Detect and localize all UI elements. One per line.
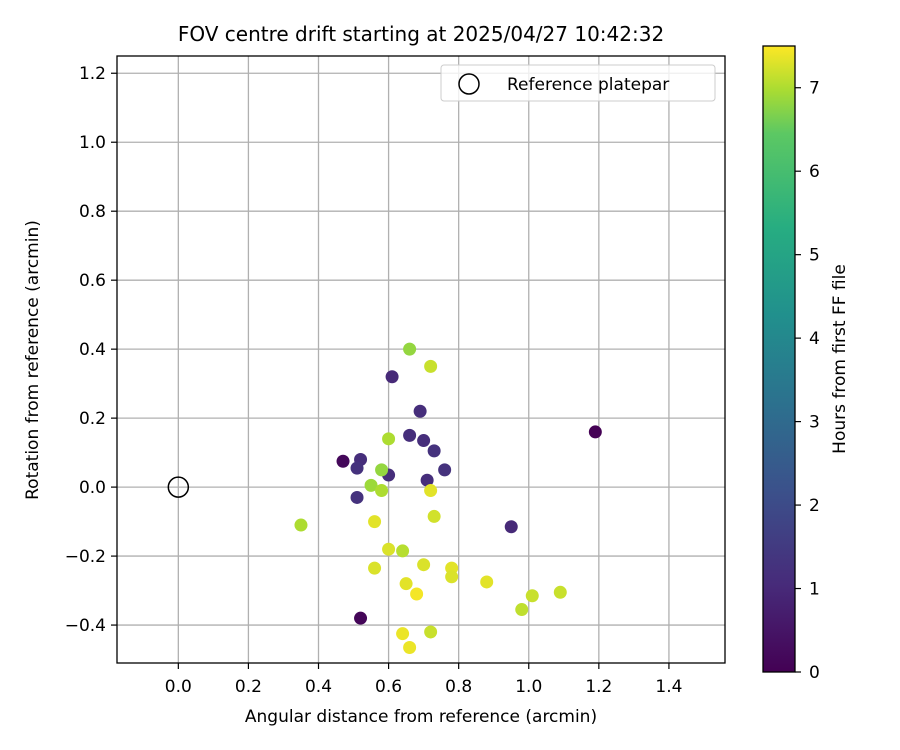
y-tick-label: 1.0 xyxy=(79,133,106,153)
y-tick-label: 1.2 xyxy=(79,64,106,84)
data-point xyxy=(385,370,399,384)
data-point xyxy=(515,603,529,617)
y-tick-label: 0.2 xyxy=(79,409,106,429)
colorbar: 0 1 2 3 4 5 6 7 Hours from first FF file xyxy=(762,45,850,683)
y-tick-label: −0.4 xyxy=(65,616,106,636)
legend: Reference platepar xyxy=(440,64,716,102)
reference-point-marker xyxy=(167,476,190,498)
data-point xyxy=(396,627,410,641)
x-tick-label: 0.8 xyxy=(445,677,472,697)
x-tick-label: 1.2 xyxy=(585,677,612,697)
data-point xyxy=(424,484,438,498)
data-point xyxy=(424,359,438,373)
legend-entry-label: Reference platepar xyxy=(507,75,669,95)
colorbar-tick-label: 5 xyxy=(809,246,820,266)
y-tick-label: 0.4 xyxy=(79,340,106,360)
data-point xyxy=(480,575,494,589)
colorbar-tick-label: 1 xyxy=(809,580,820,600)
data-point xyxy=(445,570,459,584)
data-points xyxy=(294,342,602,654)
data-point xyxy=(420,473,434,487)
data-point xyxy=(399,577,413,591)
data-point xyxy=(413,404,427,418)
data-point xyxy=(410,587,424,601)
data-point xyxy=(553,585,567,599)
data-point xyxy=(504,520,518,534)
x-axis-ticks: 0.0 0.2 0.4 0.6 0.8 1.0 1.2 1.4 xyxy=(165,663,682,697)
data-point xyxy=(368,561,382,575)
grid xyxy=(117,56,725,663)
data-point xyxy=(375,484,389,498)
data-point xyxy=(336,454,350,468)
x-tick-label: 0.6 xyxy=(375,677,402,697)
axes-frame xyxy=(116,55,726,664)
y-tick-label: 0.6 xyxy=(79,271,106,291)
data-point xyxy=(427,509,441,523)
colorbar-label: Hours from first FF file xyxy=(830,264,850,454)
data-point xyxy=(427,444,441,458)
legend-marker xyxy=(458,73,480,95)
data-point xyxy=(424,625,438,639)
data-point xyxy=(294,518,308,532)
data-point xyxy=(375,463,389,477)
data-point xyxy=(525,589,539,603)
legend-box xyxy=(440,64,716,102)
x-tick-label: 0.0 xyxy=(165,677,192,697)
data-point xyxy=(417,434,431,448)
data-point xyxy=(588,425,602,439)
data-point xyxy=(368,515,382,529)
colorbar-tick-label: 3 xyxy=(809,413,820,433)
y-axis-label: Rotation from reference (arcmin) xyxy=(23,220,43,500)
colorbar-tick-label: 2 xyxy=(809,496,820,516)
data-point xyxy=(417,558,431,572)
y-tick-label: −0.2 xyxy=(65,547,106,567)
y-axis-ticks: −0.4 −0.2 0.0 0.2 0.4 0.6 0.8 1.0 1.2 xyxy=(65,64,117,636)
data-point xyxy=(403,428,417,442)
data-point xyxy=(350,490,364,504)
data-point xyxy=(438,463,452,477)
colorbar-tick-label: 6 xyxy=(809,162,820,182)
x-tick-label: 1.0 xyxy=(515,677,542,697)
x-tick-label: 0.2 xyxy=(235,677,262,697)
data-point xyxy=(354,611,368,625)
colorbar-tick-label: 7 xyxy=(809,79,820,99)
y-tick-label: 0.8 xyxy=(79,202,106,222)
data-point xyxy=(382,542,396,556)
data-point xyxy=(350,461,364,475)
colorbar-ticks: 0 1 2 3 4 5 6 7 xyxy=(795,79,820,683)
data-point xyxy=(403,640,417,654)
data-point xyxy=(396,544,410,558)
colorbar-tick-label: 4 xyxy=(809,329,820,349)
plot-area xyxy=(117,56,725,663)
x-axis-label: Angular distance from reference (arcmin) xyxy=(245,707,597,727)
x-tick-label: 0.4 xyxy=(305,677,332,697)
chart-title: FOV centre drift starting at 2025/04/27 … xyxy=(178,22,664,46)
data-point xyxy=(403,342,417,356)
data-point xyxy=(382,432,396,446)
data-point xyxy=(364,478,378,492)
colorbar-gradient xyxy=(762,45,796,673)
colorbar-tick-label: 0 xyxy=(809,663,820,683)
y-tick-label: 0.0 xyxy=(79,478,106,498)
x-tick-label: 1.4 xyxy=(655,677,682,697)
